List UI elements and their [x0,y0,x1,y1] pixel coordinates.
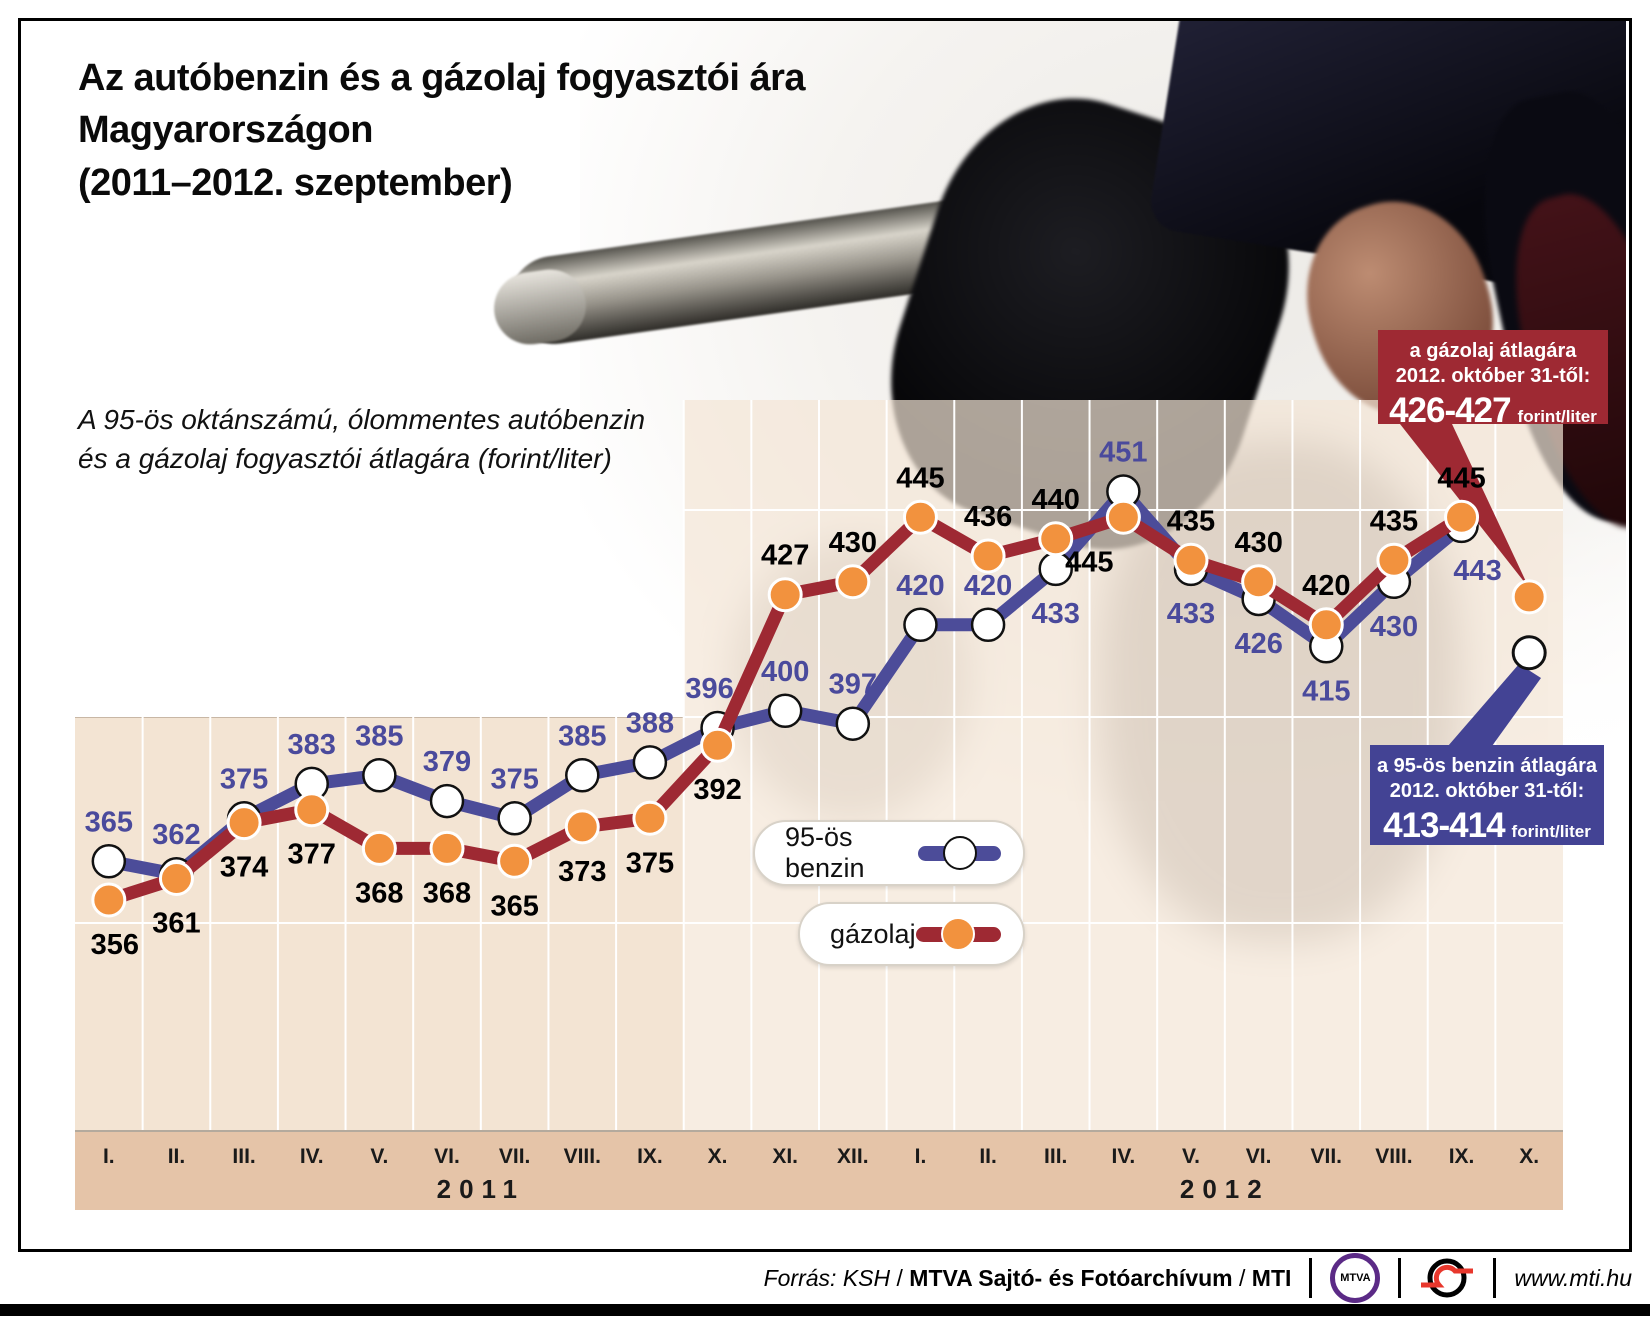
subtitle-line: A 95-ös oktánszámú, ólommentes autóbenzi… [78,404,646,435]
petrol-annotation-line1: a 95-ös benzin átlagára [1376,755,1598,777]
diesel-annotation: a gázolaj átlagára 2012. október 31-től:… [1378,330,1608,430]
petrol-annotation: a 95-ös benzin átlagára 2012. október 31… [1370,745,1604,845]
page-title: Az autóbenzin és a gázolaj fogyasztói ár… [78,52,806,209]
legend-label-gazolaj: gázolaj [830,918,916,949]
source-prefix: Forrás: KSH [763,1264,891,1291]
bottom-rule [0,1304,1650,1316]
petrol-annotation-unit: forint/liter [1511,822,1591,841]
diesel-annotation-line1: a gázolaj átlagára [1409,340,1577,362]
subtitle-line: és a gázolaj fogyasztói átlagára (forint… [78,443,612,475]
x-axis-strip [75,1130,1563,1210]
legend-item-benzin: 95-ös benzin [753,820,1025,886]
benzin-marker-icon [942,836,977,870]
benzin-line-sample-icon [918,836,1001,870]
diesel-annotation-value: 426-427 [1389,391,1511,430]
gazolaj-marker-icon [941,917,976,951]
source-credit: Forrás: KSH / MTVA Sajtó- és Fotóarchívu… [764,1265,1292,1292]
plot-area-left [75,717,684,1131]
footer: Forrás: KSH / MTVA Sajtó- és Fotóarchívu… [0,1252,1632,1304]
website-link[interactable]: www.mti.hu [1514,1264,1632,1291]
footer-divider [1493,1258,1497,1298]
mti-logo-icon [1421,1258,1474,1298]
source-separator: / [890,1264,910,1291]
petrol-annotation-line2: 2012. október 31-től: [1389,780,1585,802]
title-line: Az autóbenzin és a gázolaj fogyasztói ár… [78,57,806,99]
diesel-annotation-line2: 2012. október 31-től: [1395,365,1591,387]
mtva-logo-icon: MTVA [1330,1253,1381,1303]
legend-label-benzin: 95-ös benzin [785,822,865,883]
gazolaj-line-sample-icon [915,917,1001,951]
mtva-logo-text: MTVA [1340,1272,1371,1284]
title-line: (2011–2012. szeptember) [78,161,513,204]
source-archive: MTVA Sajtó- és Fotóarchívum [909,1264,1233,1291]
legend-item-gazolaj: gázolaj [798,902,1025,966]
diesel-annotation-unit: forint/liter [1517,407,1597,426]
footer-divider [1309,1258,1313,1298]
chart-subtitle: A 95-ös oktánszámú, ólommentes autóbenzi… [78,400,645,478]
footer-divider [1398,1258,1402,1298]
title-line: Magyarországon [78,109,373,152]
source-agency: MTI [1251,1264,1292,1291]
petrol-annotation-value: 413-414 [1383,806,1505,845]
source-separator: / [1232,1264,1252,1291]
